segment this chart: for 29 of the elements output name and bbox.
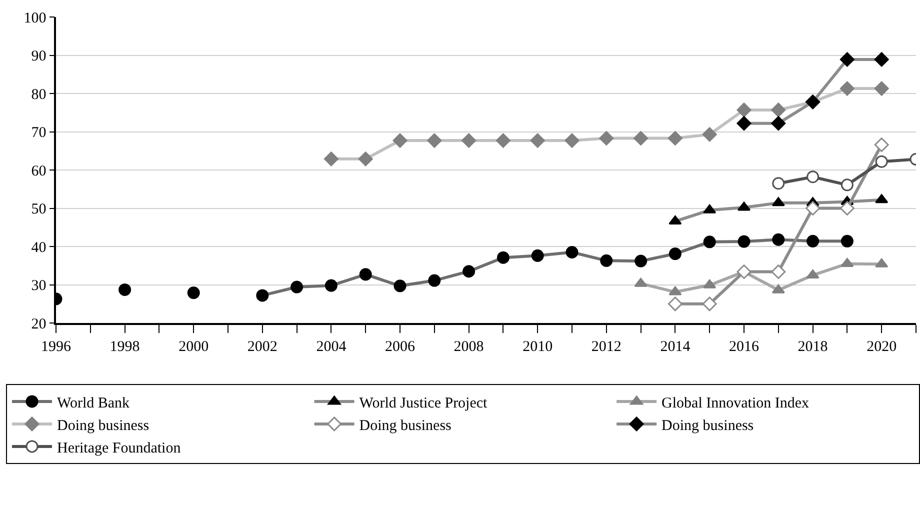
y-tick-label: 60 bbox=[31, 163, 46, 180]
x-tick-label: 2002 bbox=[247, 338, 278, 355]
y-tick-label: 40 bbox=[31, 240, 46, 256]
x-tick-label: 2000 bbox=[178, 338, 209, 355]
x-tick-label: 1998 bbox=[110, 338, 140, 355]
x-tick-label: 1996 bbox=[41, 338, 72, 355]
y-tick-label: 20 bbox=[31, 316, 46, 332]
x-tick-label: 2008 bbox=[454, 338, 484, 355]
legend-label: Doing business bbox=[57, 418, 150, 434]
x-tick-label: 2012 bbox=[591, 338, 622, 355]
legend-label: World Justice Project bbox=[359, 395, 488, 412]
y-tick-label: 100 bbox=[24, 10, 46, 26]
legend-label: Global Innovation Index bbox=[662, 395, 810, 412]
x-tick-label: 2014 bbox=[660, 338, 691, 355]
x-tick-label: 2006 bbox=[385, 338, 416, 355]
legend-label: Doing business bbox=[662, 418, 754, 434]
y-tick-label: 30 bbox=[31, 278, 46, 294]
legend-label: Doing business bbox=[359, 418, 452, 434]
x-tick-label: 2010 bbox=[522, 338, 553, 355]
x-tick-label: 2018 bbox=[798, 338, 828, 355]
x-tick-label: 2004 bbox=[316, 338, 347, 355]
legend-label: Heritage Foundation bbox=[57, 440, 182, 456]
y-tick-label: 80 bbox=[31, 86, 46, 103]
y-tick-label: 70 bbox=[31, 125, 46, 141]
y-tick-label: 50 bbox=[31, 202, 46, 218]
y-tick-label: 90 bbox=[31, 48, 46, 64]
legend-label: World Bank bbox=[57, 395, 130, 412]
x-tick-label: 2016 bbox=[729, 338, 760, 355]
x-tick-label: 2020 bbox=[866, 338, 897, 355]
